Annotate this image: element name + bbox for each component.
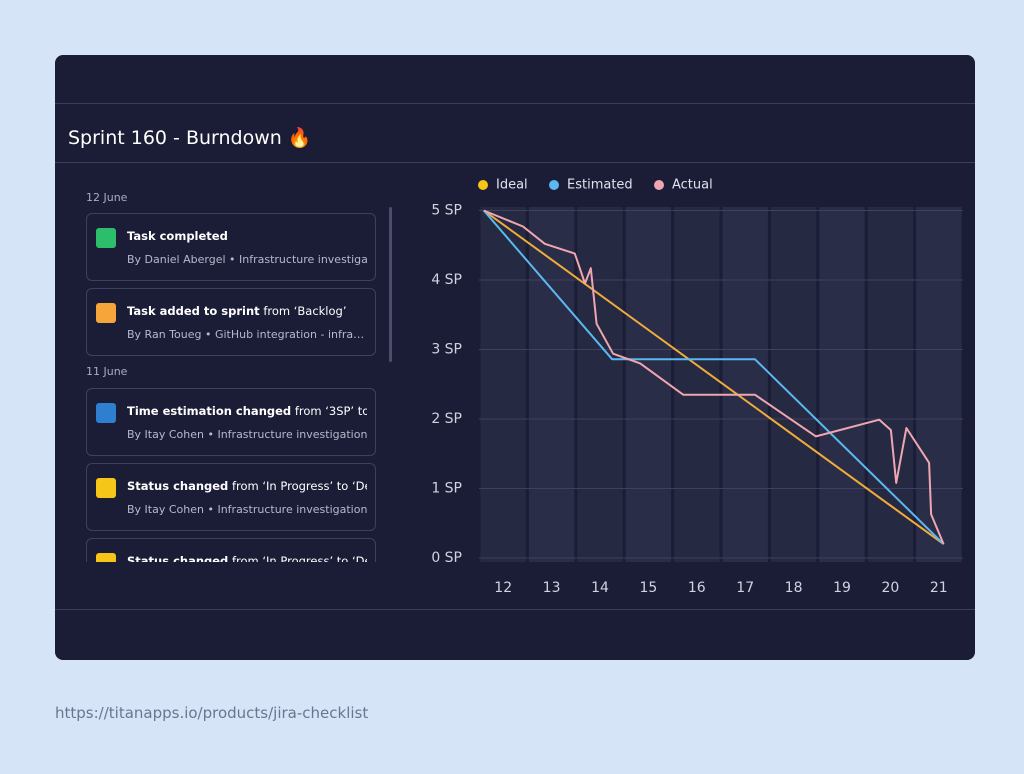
y-tick-label: 0 SP <box>431 550 462 566</box>
scrollbar[interactable] <box>389 207 392 362</box>
activity-text: Status changed from ‘In Progress’ to ‘De… <box>127 554 367 562</box>
x-tick-label: 15 <box>639 580 657 596</box>
activity-item[interactable]: Task added to sprint from ‘Backlog’ By Ra… <box>86 288 376 356</box>
meta: By Ran Toueg • GitHub integration - infr… <box>127 328 365 341</box>
column-band <box>722 207 768 562</box>
column-band <box>625 207 672 562</box>
title: Sprint 160 - Burndown 🔥 <box>68 127 312 149</box>
date-label: 12 June <box>86 191 128 204</box>
x-tick-label: 18 <box>785 580 803 596</box>
action: Task added to sprint <box>127 304 260 318</box>
x-tick-label: 19 <box>833 580 851 596</box>
x-tick-label: 20 <box>881 580 899 596</box>
icon <box>96 478 116 498</box>
legend-label: Ideal <box>496 178 528 193</box>
legend-dot <box>478 180 488 190</box>
activity-text: Task added to sprint from ‘Backlog’ <box>127 304 367 318</box>
action: Task completed <box>127 229 228 243</box>
activity-text: Status changed from ‘In Progress’ to ‘De… <box>127 479 367 493</box>
y-tick-label: 1 SP <box>431 480 462 496</box>
meta: By Itay Cohen • Infrastructure investiga… <box>127 428 367 441</box>
activity-item[interactable]: Status changed from ‘In Progress’ to ‘De… <box>86 538 376 562</box>
action: Status changed <box>127 479 229 493</box>
detail: from ‘Backlog’ <box>263 304 347 318</box>
x-tick-label: 12 <box>494 580 512 596</box>
column-band <box>577 207 623 562</box>
series-line <box>483 209 945 545</box>
divider <box>55 103 975 104</box>
x-tick-label: 21 <box>930 580 948 596</box>
activity-item[interactable]: Time estimation changed from ‘3SP’ to ‘5… <box>86 388 376 456</box>
legend-dot <box>654 180 664 190</box>
y-tick-label: 3 SP <box>431 341 462 357</box>
y-tick-label: 2 SP <box>431 411 462 427</box>
x-tick-label: 14 <box>591 580 609 596</box>
activity-item[interactable]: Status changed from ‘In Progress’ to ‘De… <box>86 463 376 531</box>
meta: By Itay Cohen • Infrastructure investiga… <box>127 503 367 516</box>
detail: from ‘In Progress’ to ‘Desi… <box>231 479 367 493</box>
icon <box>96 553 116 562</box>
column-band <box>528 207 575 562</box>
column-band <box>480 207 526 562</box>
detail: from ‘3SP’ to ‘5SP’ <box>294 404 367 418</box>
divider <box>55 609 975 610</box>
column-band <box>674 207 720 562</box>
divider <box>55 162 975 163</box>
column-band <box>819 207 865 562</box>
legend-dot <box>549 180 559 190</box>
action: Status changed <box>127 554 229 562</box>
column-band <box>770 207 817 562</box>
icon <box>96 403 116 423</box>
series-line <box>483 209 945 545</box>
detail: from ‘In Progress’ to ‘Design <box>231 554 367 562</box>
x-tick-label: 17 <box>736 580 754 596</box>
meta: By Daniel Abergel • Infrastructure inves… <box>127 253 367 266</box>
x-tick-label: 16 <box>688 580 706 596</box>
y-tick-label: 4 SP <box>431 272 462 288</box>
column-band <box>867 207 914 562</box>
url: https://titanapps.io/products/jira-check… <box>55 704 369 722</box>
x-tick-label: 13 <box>543 580 561 596</box>
column-band <box>916 207 962 562</box>
series-line <box>483 209 945 545</box>
legend-label: Actual <box>672 178 713 193</box>
activity-item[interactable]: Task completed By Daniel Abergel • Infras… <box>86 213 376 281</box>
activity-text: Task completed <box>127 229 367 243</box>
icon <box>96 303 116 323</box>
icon <box>96 228 116 248</box>
activity-text: Time estimation changed from ‘3SP’ to ‘5… <box>127 404 367 418</box>
action: Time estimation changed <box>127 404 292 418</box>
date-label: 11 June <box>86 365 128 378</box>
y-tick-label: 5 SP <box>431 202 462 218</box>
legend-label: Estimated <box>567 178 633 193</box>
activity-feed: 12 June Task completed By Daniel Abergel •… <box>86 190 386 562</box>
